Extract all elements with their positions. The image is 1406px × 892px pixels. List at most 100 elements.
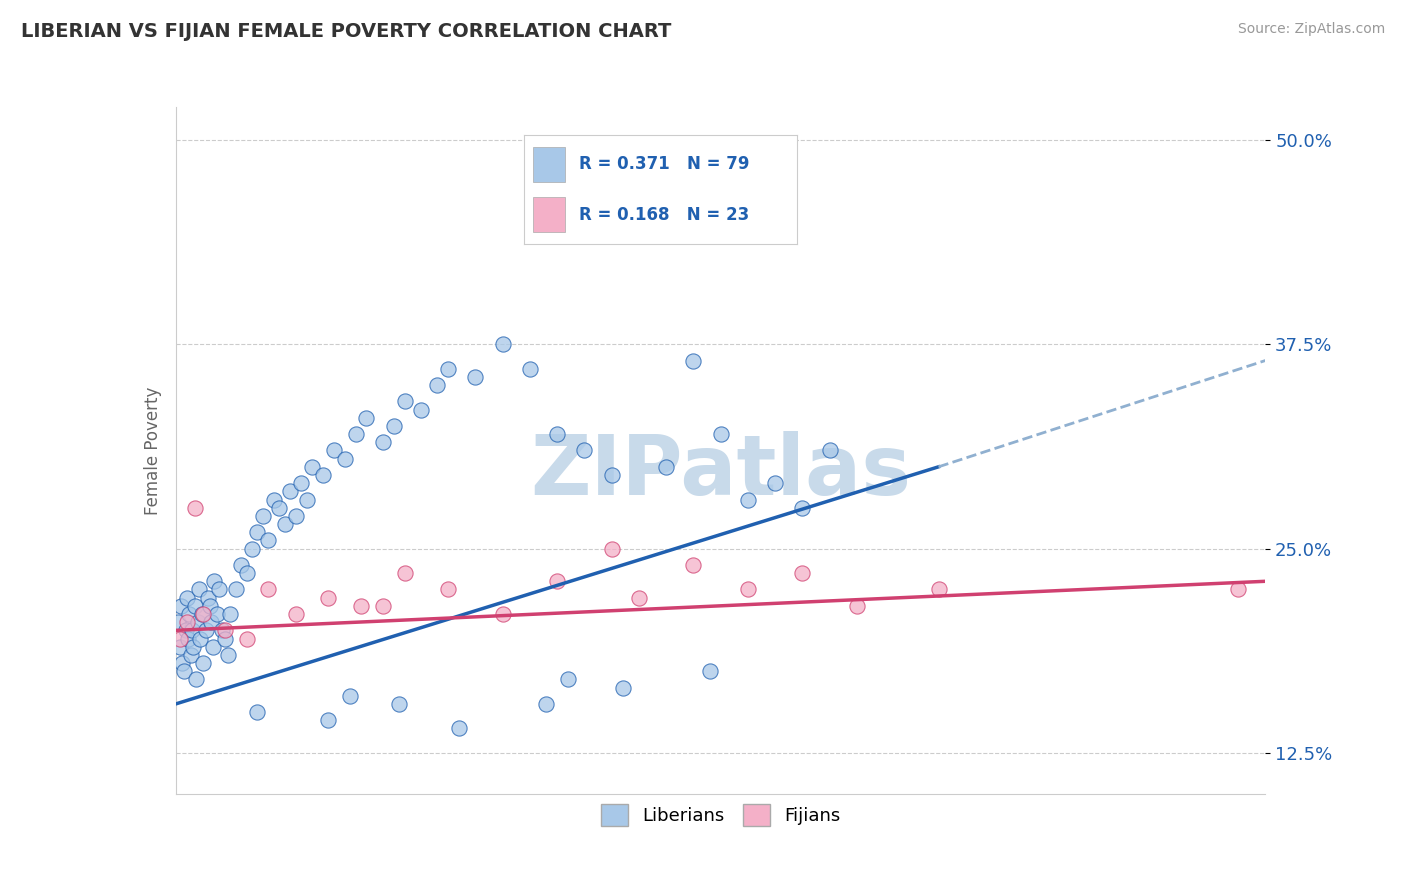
Point: [184, 500, 207, 515]
Point: [235, 632, 257, 646]
Point: [214, 632, 236, 646]
Point: [263, 492, 285, 507]
Point: [546, 427, 568, 442]
Point: [845, 599, 868, 613]
Point: [682, 353, 704, 368]
Point: [180, 648, 202, 662]
Point: [371, 599, 394, 613]
Point: [600, 541, 623, 556]
Point: [198, 599, 221, 613]
Point: [181, 624, 204, 638]
Point: [290, 476, 312, 491]
Point: [186, 615, 209, 630]
Point: [211, 624, 233, 638]
Point: [312, 468, 335, 483]
Point: [534, 697, 557, 711]
Point: [339, 689, 361, 703]
Point: [191, 656, 214, 670]
Point: [184, 599, 207, 613]
Point: [710, 427, 733, 442]
Point: [699, 665, 721, 679]
Point: [191, 607, 214, 621]
Point: [464, 369, 486, 384]
Point: [737, 582, 759, 597]
Point: [174, 624, 197, 638]
Point: [278, 484, 301, 499]
Point: [274, 517, 297, 532]
Point: [217, 648, 239, 662]
Point: [246, 525, 269, 540]
Point: [682, 558, 704, 572]
Point: [235, 566, 257, 581]
Point: [322, 443, 344, 458]
Point: [246, 705, 269, 719]
Point: [179, 607, 201, 621]
Point: [295, 492, 318, 507]
Point: [792, 566, 814, 581]
Point: [186, 673, 208, 687]
Text: ZIPatlas: ZIPatlas: [530, 431, 911, 512]
Point: [169, 632, 191, 646]
Point: [928, 582, 950, 597]
Point: [350, 599, 373, 613]
Point: [197, 591, 219, 605]
Point: [546, 574, 568, 589]
Point: [200, 615, 222, 630]
Point: [612, 681, 634, 695]
Point: [519, 361, 541, 376]
Point: [763, 476, 786, 491]
Point: [394, 566, 416, 581]
Point: [284, 607, 307, 621]
Point: [257, 533, 280, 548]
Point: [170, 599, 193, 613]
Point: [219, 607, 242, 621]
Point: [202, 574, 225, 589]
Point: [176, 591, 198, 605]
Point: [191, 607, 214, 621]
Point: [231, 558, 253, 572]
Point: [371, 435, 394, 450]
Point: [257, 582, 280, 597]
Text: LIBERIAN VS FIJIAN FEMALE POVERTY CORRELATION CHART: LIBERIAN VS FIJIAN FEMALE POVERTY CORREL…: [21, 22, 672, 41]
Text: Source: ZipAtlas.com: Source: ZipAtlas.com: [1237, 22, 1385, 37]
Point: [188, 632, 211, 646]
Point: [181, 640, 204, 654]
Point: [627, 591, 650, 605]
Point: [176, 615, 198, 630]
Point: [173, 665, 195, 679]
Point: [225, 582, 247, 597]
Point: [356, 410, 378, 425]
Point: [301, 459, 323, 474]
Point: [409, 402, 432, 417]
Point: [318, 591, 340, 605]
Y-axis label: Female Poverty: Female Poverty: [143, 386, 162, 515]
Point: [177, 632, 200, 646]
Point: [201, 640, 224, 654]
Point: [557, 673, 579, 687]
Point: [194, 624, 217, 638]
Point: [344, 427, 367, 442]
Point: [284, 508, 307, 523]
Point: [252, 508, 274, 523]
Point: [426, 378, 449, 392]
Point: [818, 443, 841, 458]
Point: [449, 722, 471, 736]
Point: [394, 394, 416, 409]
Point: [382, 419, 405, 434]
Point: [492, 337, 515, 351]
Point: [737, 492, 759, 507]
Point: [792, 500, 814, 515]
Point: [240, 541, 263, 556]
Point: [187, 582, 209, 597]
Point: [333, 451, 356, 466]
Point: [388, 697, 411, 711]
Point: [600, 468, 623, 483]
Legend: Liberians, Fijians: Liberians, Fijians: [593, 797, 848, 833]
Point: [492, 607, 515, 621]
Point: [208, 582, 231, 597]
Point: [437, 582, 460, 597]
Point: [1227, 582, 1250, 597]
Point: [318, 714, 340, 728]
Point: [169, 640, 191, 654]
Point: [167, 615, 190, 630]
